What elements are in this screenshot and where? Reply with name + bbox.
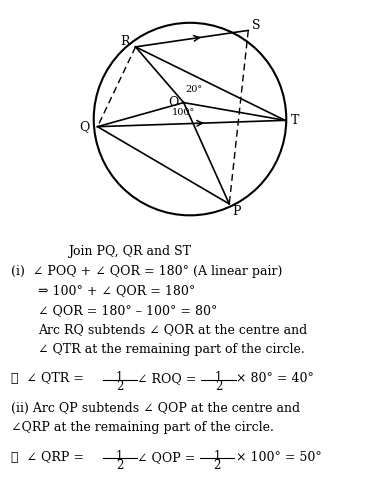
Text: 100°: 100°	[172, 108, 195, 117]
Text: Arc RQ subtends ∠ QOR at the centre and: Arc RQ subtends ∠ QOR at the centre and	[38, 323, 307, 337]
Text: ∠QRP at the remaining part of the circle.: ∠QRP at the remaining part of the circle…	[11, 422, 274, 435]
Text: ∠ ROQ =: ∠ ROQ =	[137, 372, 196, 385]
Text: R: R	[120, 35, 130, 48]
Text: 20°: 20°	[185, 86, 203, 95]
Text: O: O	[168, 96, 179, 109]
Text: ∴  ∠ QRP =: ∴ ∠ QRP =	[11, 451, 84, 464]
Text: Join PQ, QR and ST: Join PQ, QR and ST	[68, 245, 192, 258]
Text: S: S	[252, 19, 260, 32]
Text: ∠ QOP =: ∠ QOP =	[137, 451, 195, 464]
Text: T: T	[291, 114, 299, 127]
Text: 1: 1	[116, 449, 124, 463]
Text: 1: 1	[116, 371, 124, 384]
Text: 2: 2	[116, 458, 124, 472]
Text: × 80° = 40°: × 80° = 40°	[236, 372, 314, 385]
Text: 1: 1	[215, 371, 222, 384]
Text: 1: 1	[214, 449, 221, 463]
Text: ∠ QOR = 180° – 100° = 80°: ∠ QOR = 180° – 100° = 80°	[38, 304, 217, 317]
Text: P: P	[233, 205, 241, 218]
Text: 2: 2	[215, 380, 222, 393]
Text: ∴  ∠ QTR =: ∴ ∠ QTR =	[11, 372, 84, 385]
Text: Q: Q	[80, 120, 90, 133]
Text: (i)  ∠ POQ + ∠ QOR = 180° (A linear pair): (i) ∠ POQ + ∠ QOR = 180° (A linear pair)	[11, 265, 283, 278]
Text: 2: 2	[116, 380, 124, 393]
Text: × 100° = 50°: × 100° = 50°	[236, 451, 321, 464]
Text: ∠ QTR at the remaining part of the circle.: ∠ QTR at the remaining part of the circl…	[38, 343, 305, 356]
Text: (ii) Arc QP subtends ∠ QOP at the centre and: (ii) Arc QP subtends ∠ QOP at the centre…	[11, 402, 301, 415]
Text: 2: 2	[214, 458, 221, 472]
Text: ⇒ 100° + ∠ QOR = 180°: ⇒ 100° + ∠ QOR = 180°	[38, 284, 195, 297]
